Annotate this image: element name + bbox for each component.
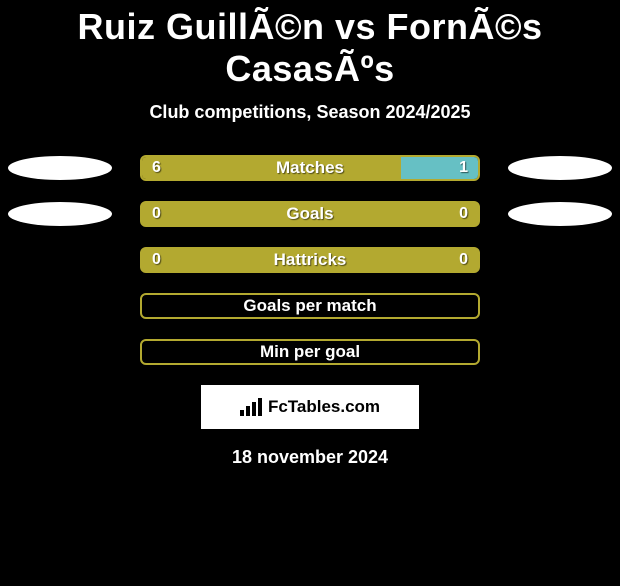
player-right-ellipse — [508, 156, 612, 180]
generated-date: 18 november 2024 — [0, 447, 620, 468]
stat-bar-track: Min per goal — [140, 339, 480, 365]
stat-row: Hattricks00 — [0, 247, 620, 273]
stat-rows: Matches61 Goals00 Hattricks00 Goals per mat… — [0, 155, 620, 365]
player-left-ellipse — [8, 156, 112, 180]
stat-bar-track: Hattricks00 — [140, 247, 480, 273]
stat-bar-track: Goals per match — [140, 293, 480, 319]
stat-label: Min per goal — [142, 342, 478, 362]
player-left-ellipse — [8, 202, 112, 226]
brand-text: FcTables.com — [268, 397, 380, 417]
player-right-ellipse — [508, 202, 612, 226]
stat-row: Matches61 — [0, 155, 620, 181]
stat-row: Min per goal — [0, 339, 620, 365]
stat-bar-fill-left — [142, 249, 478, 271]
brand-box: FcTables.com — [201, 385, 419, 429]
stat-bar-track: Goals00 — [140, 201, 480, 227]
stat-bar-track: Matches61 — [140, 155, 480, 181]
stat-row: Goals per match — [0, 293, 620, 319]
brand-chart-icon — [240, 398, 262, 416]
stat-row: Goals00 — [0, 201, 620, 227]
comparison-subtitle: Club competitions, Season 2024/2025 — [0, 102, 620, 123]
stat-bar-fill-right — [401, 157, 478, 179]
stat-bar-fill-left — [142, 203, 478, 225]
stat-bar-fill-left — [142, 157, 401, 179]
stat-label: Goals per match — [142, 296, 478, 316]
comparison-title: Ruiz GuillÃ©n vs FornÃ©s CasasÃºs — [0, 6, 620, 90]
